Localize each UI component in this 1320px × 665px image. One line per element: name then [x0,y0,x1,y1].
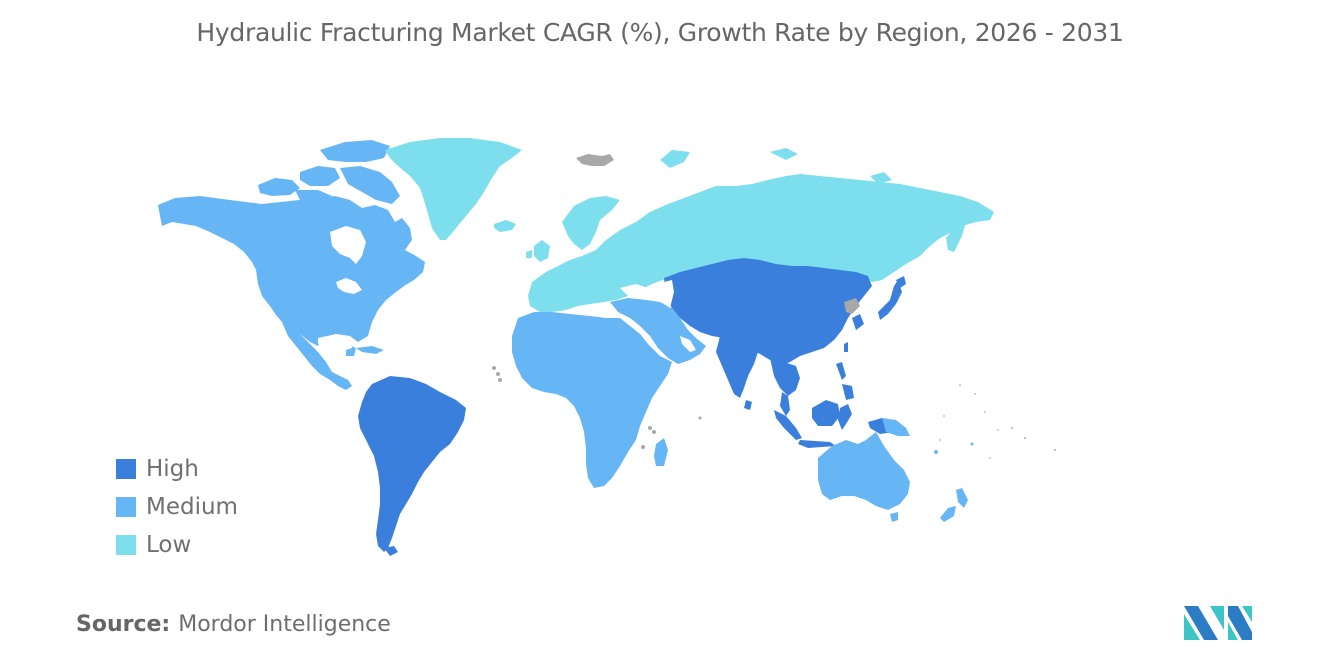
region-europe-russia [526,148,994,312]
region-oceania [818,418,968,522]
legend: High Medium Low [116,450,238,564]
gulf-of-mexico [318,334,352,352]
legend-item-medium: Medium [116,488,238,526]
region-no-data [492,154,860,449]
hudson-bay [330,226,366,264]
persian-gulf [680,336,696,352]
legend-item-low: Low [116,526,238,564]
legend-swatch-medium [116,497,136,517]
pacific-islands [939,384,1057,459]
legend-label-medium: Medium [146,494,238,520]
region-africa-middle-east [512,298,706,488]
source-footer: Source: Mordor Intelligence [76,612,391,637]
pacific-islands-medium [934,442,974,454]
legend-swatch-high [116,459,136,479]
source-value: Mordor Intelligence [178,612,391,637]
mordor-intelligence-logo-icon [1184,606,1252,640]
region-south-america [358,376,466,556]
region-north-america [158,140,425,390]
chart-title: Hydraulic Fracturing Market CAGR (%), Gr… [196,18,1124,47]
legend-label-low: Low [146,532,192,558]
legend-item-high: High [116,450,238,488]
region-greenland [385,138,522,240]
source-label: Source: [76,612,171,637]
legend-label-high: High [146,456,199,482]
black-sea [620,284,648,296]
caspian-sea [662,280,674,308]
legend-swatch-low [116,535,136,555]
great-lakes [336,278,362,294]
region-asia-high [664,258,906,448]
